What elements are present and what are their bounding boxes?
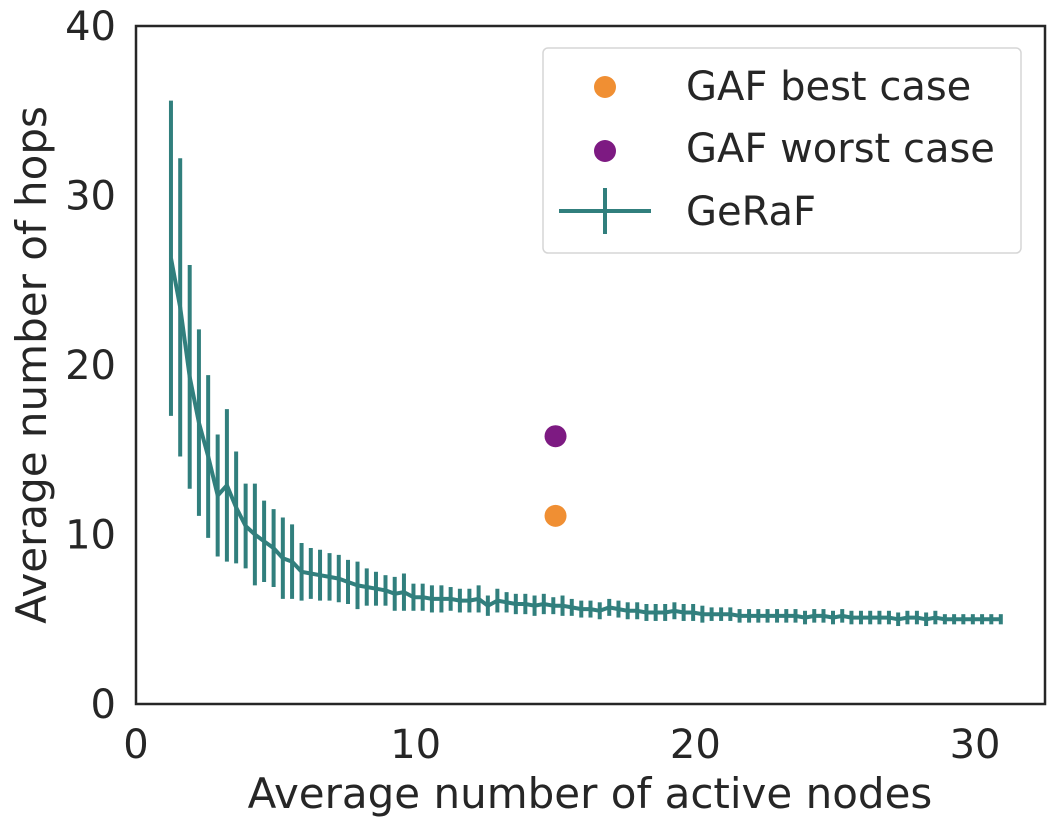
x-tick-label: 30 — [950, 722, 1001, 768]
legend-box — [542, 47, 1022, 254]
gaf-worst-case-point — [544, 425, 567, 448]
plot-area — [168, 100, 1003, 627]
legend-marker-gaf-worst — [594, 140, 616, 162]
y-tick-label: 40 — [65, 4, 116, 50]
legend: GAF best case GAF worst case GeRaF — [542, 47, 1022, 254]
legend-label-geraf: GeRaF — [686, 189, 816, 235]
legend-label-gaf-best: GAF best case — [686, 64, 971, 110]
plot-frame — [134, 24, 1047, 706]
legend-label-gaf-worst: GAF worst case — [686, 126, 995, 172]
x-tick-label: 0 — [123, 722, 148, 768]
x-axis-title: Average number of active nodes — [248, 769, 933, 818]
x-axis: 0 10 20 30 — [123, 722, 1000, 768]
y-tick-label: 20 — [65, 343, 116, 389]
x-tick-label: 20 — [670, 722, 721, 768]
y-axis-title: Average number of hops — [7, 106, 56, 624]
y-tick-label: 10 — [65, 513, 116, 559]
gaf-best-case-point — [544, 504, 567, 527]
y-axis: 0 10 20 30 40 — [65, 4, 116, 728]
x-tick-label: 10 — [390, 722, 441, 768]
y-tick-label: 0 — [91, 682, 116, 728]
legend-marker-gaf-best — [594, 76, 616, 98]
geraf-series — [168, 100, 1003, 627]
geraf-line — [169, 257, 1001, 622]
y-tick-label: 30 — [65, 174, 116, 220]
